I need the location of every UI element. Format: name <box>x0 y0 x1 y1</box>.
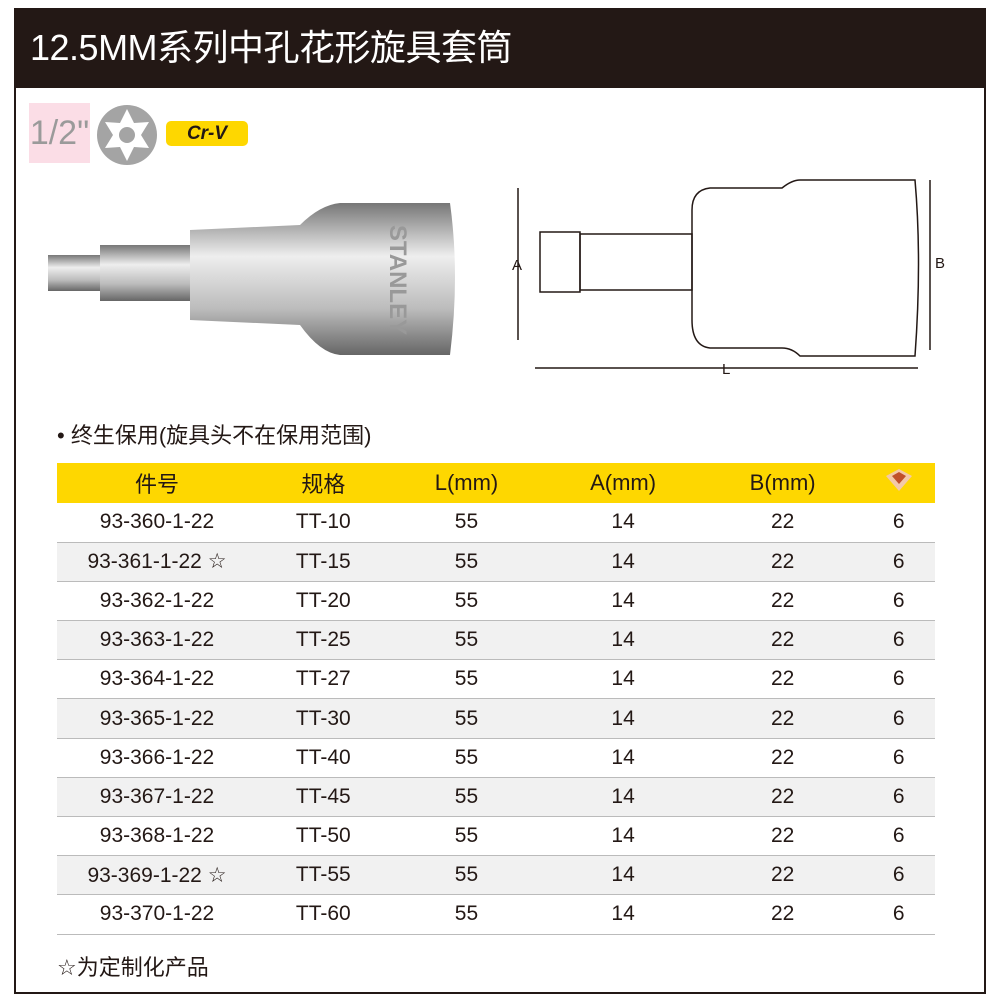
table-cell: 6 <box>862 503 935 543</box>
table-cell: 6 <box>862 542 935 582</box>
table-cell: 22 <box>702 855 863 896</box>
table-cell: 93-369-1-22 ☆ <box>57 855 257 896</box>
table-cell: 14 <box>543 738 703 778</box>
table-cell: 22 <box>702 777 863 818</box>
table-cell: 55 <box>389 542 544 582</box>
table-row: 93-370-1-22 TT-60 55 14 22 6 <box>57 894 935 935</box>
warranty-note: • 终生保用(旋具头不在保用范围) <box>57 423 372 448</box>
table-cell: 14 <box>543 698 703 739</box>
torx-icon <box>97 105 157 165</box>
table-cell: 55 <box>389 777 544 818</box>
table-cell: 14 <box>543 855 703 896</box>
table-cell: 93-361-1-22 ☆ <box>57 542 257 582</box>
table-cell: 55 <box>389 738 544 778</box>
table-row: 93-364-1-22 TT-27 55 14 22 6 <box>57 659 935 700</box>
header-part-no: 件号 <box>57 463 257 503</box>
footnote: ☆为定制化产品 <box>57 955 209 980</box>
table-cell: 55 <box>389 503 544 543</box>
table-cell: 14 <box>543 659 703 700</box>
table-row: 93-365-1-22 TT-30 55 14 22 6 <box>57 698 935 739</box>
table-cell: TT-15 <box>257 542 390 582</box>
drive-size-badge: 1/2" <box>29 103 90 163</box>
brand-logo: STANLEY <box>384 225 411 335</box>
table-cell: 22 <box>702 698 863 739</box>
table-cell: TT-20 <box>257 581 390 622</box>
table-cell: 55 <box>389 581 544 622</box>
table-cell: TT-45 <box>257 777 390 818</box>
product-photo: STANLEY <box>48 203 455 355</box>
table-cell: 93-365-1-22 <box>57 698 257 739</box>
header-l: L(mm) <box>389 463 544 503</box>
table-cell: 6 <box>862 777 935 818</box>
box-icon <box>862 463 935 503</box>
table-cell: TT-10 <box>257 503 390 543</box>
table-cell: TT-60 <box>257 894 390 935</box>
table-row: 93-368-1-22 TT-50 55 14 22 6 <box>57 816 935 857</box>
table-cell: 93-367-1-22 <box>57 777 257 818</box>
label-l: L <box>722 361 730 378</box>
table-cell: 6 <box>862 894 935 935</box>
table-cell: 22 <box>702 503 863 543</box>
table-cell: TT-25 <box>257 620 390 661</box>
table-cell: 14 <box>543 894 703 935</box>
table-cell: 22 <box>702 659 863 700</box>
table-cell: 93-362-1-22 <box>57 581 257 622</box>
table-cell: 93-368-1-22 <box>57 816 257 857</box>
table-cell: 14 <box>543 620 703 661</box>
table-cell: TT-50 <box>257 816 390 857</box>
table-cell: 22 <box>702 581 863 622</box>
table-cell: 22 <box>702 620 863 661</box>
table-cell: 93-360-1-22 <box>57 503 257 543</box>
table-cell: 22 <box>702 894 863 935</box>
label-a: A <box>512 257 522 274</box>
table-cell: 93-364-1-22 <box>57 659 257 700</box>
table-cell: 6 <box>862 581 935 622</box>
table-cell: 55 <box>389 855 544 896</box>
table-cell: 93-366-1-22 <box>57 738 257 778</box>
dimension-drawing: A B L <box>512 179 945 378</box>
table-cell: TT-55 <box>257 855 390 896</box>
table-cell: 55 <box>389 894 544 935</box>
table-cell: 6 <box>862 855 935 896</box>
table-row: 93-369-1-22 ☆ TT-55 55 14 22 6 <box>57 855 935 896</box>
table-row: 93-363-1-22 TT-25 55 14 22 6 <box>57 620 935 661</box>
table-cell: 55 <box>389 816 544 857</box>
table-cell: 6 <box>862 659 935 700</box>
table-cell: 22 <box>702 738 863 778</box>
header-spec: 规格 <box>257 463 390 503</box>
table-cell: 14 <box>543 816 703 857</box>
table-cell: 55 <box>389 620 544 661</box>
table-row: 93-361-1-22 ☆ TT-15 55 14 22 6 <box>57 542 935 582</box>
table-cell: 14 <box>543 542 703 582</box>
table-cell: TT-27 <box>257 659 390 700</box>
table-cell: TT-40 <box>257 738 390 778</box>
table-cell: 93-363-1-22 <box>57 620 257 661</box>
table-cell: 6 <box>862 620 935 661</box>
spec-table: 件号 规格 L(mm) A(mm) B(mm) 93-360-1-22 TT-10… <box>57 463 935 935</box>
table-cell: 6 <box>862 698 935 739</box>
table-row: 93-360-1-22 TT-10 55 14 22 6 <box>57 503 935 543</box>
label-b: B <box>935 255 945 272</box>
header-b: B(mm) <box>702 463 863 503</box>
table-cell: 55 <box>389 659 544 700</box>
table-cell: 55 <box>389 698 544 739</box>
table-row: 93-362-1-22 TT-20 55 14 22 6 <box>57 581 935 622</box>
table-row: 93-366-1-22 TT-40 55 14 22 6 <box>57 738 935 778</box>
table-cell: 6 <box>862 738 935 778</box>
table-cell: 14 <box>543 503 703 543</box>
header-a: A(mm) <box>543 463 703 503</box>
table-cell: 22 <box>702 542 863 582</box>
table-cell: 22 <box>702 816 863 857</box>
page-title: 12.5MM系列中孔花形旋具套筒 <box>14 8 986 88</box>
table-cell: 14 <box>543 777 703 818</box>
table-cell: 14 <box>543 581 703 622</box>
table-cell: TT-30 <box>257 698 390 739</box>
table-row: 93-367-1-22 TT-45 55 14 22 6 <box>57 777 935 818</box>
table-cell: 93-370-1-22 <box>57 894 257 935</box>
material-badge: Cr-V <box>166 121 248 146</box>
table-cell: 6 <box>862 816 935 857</box>
